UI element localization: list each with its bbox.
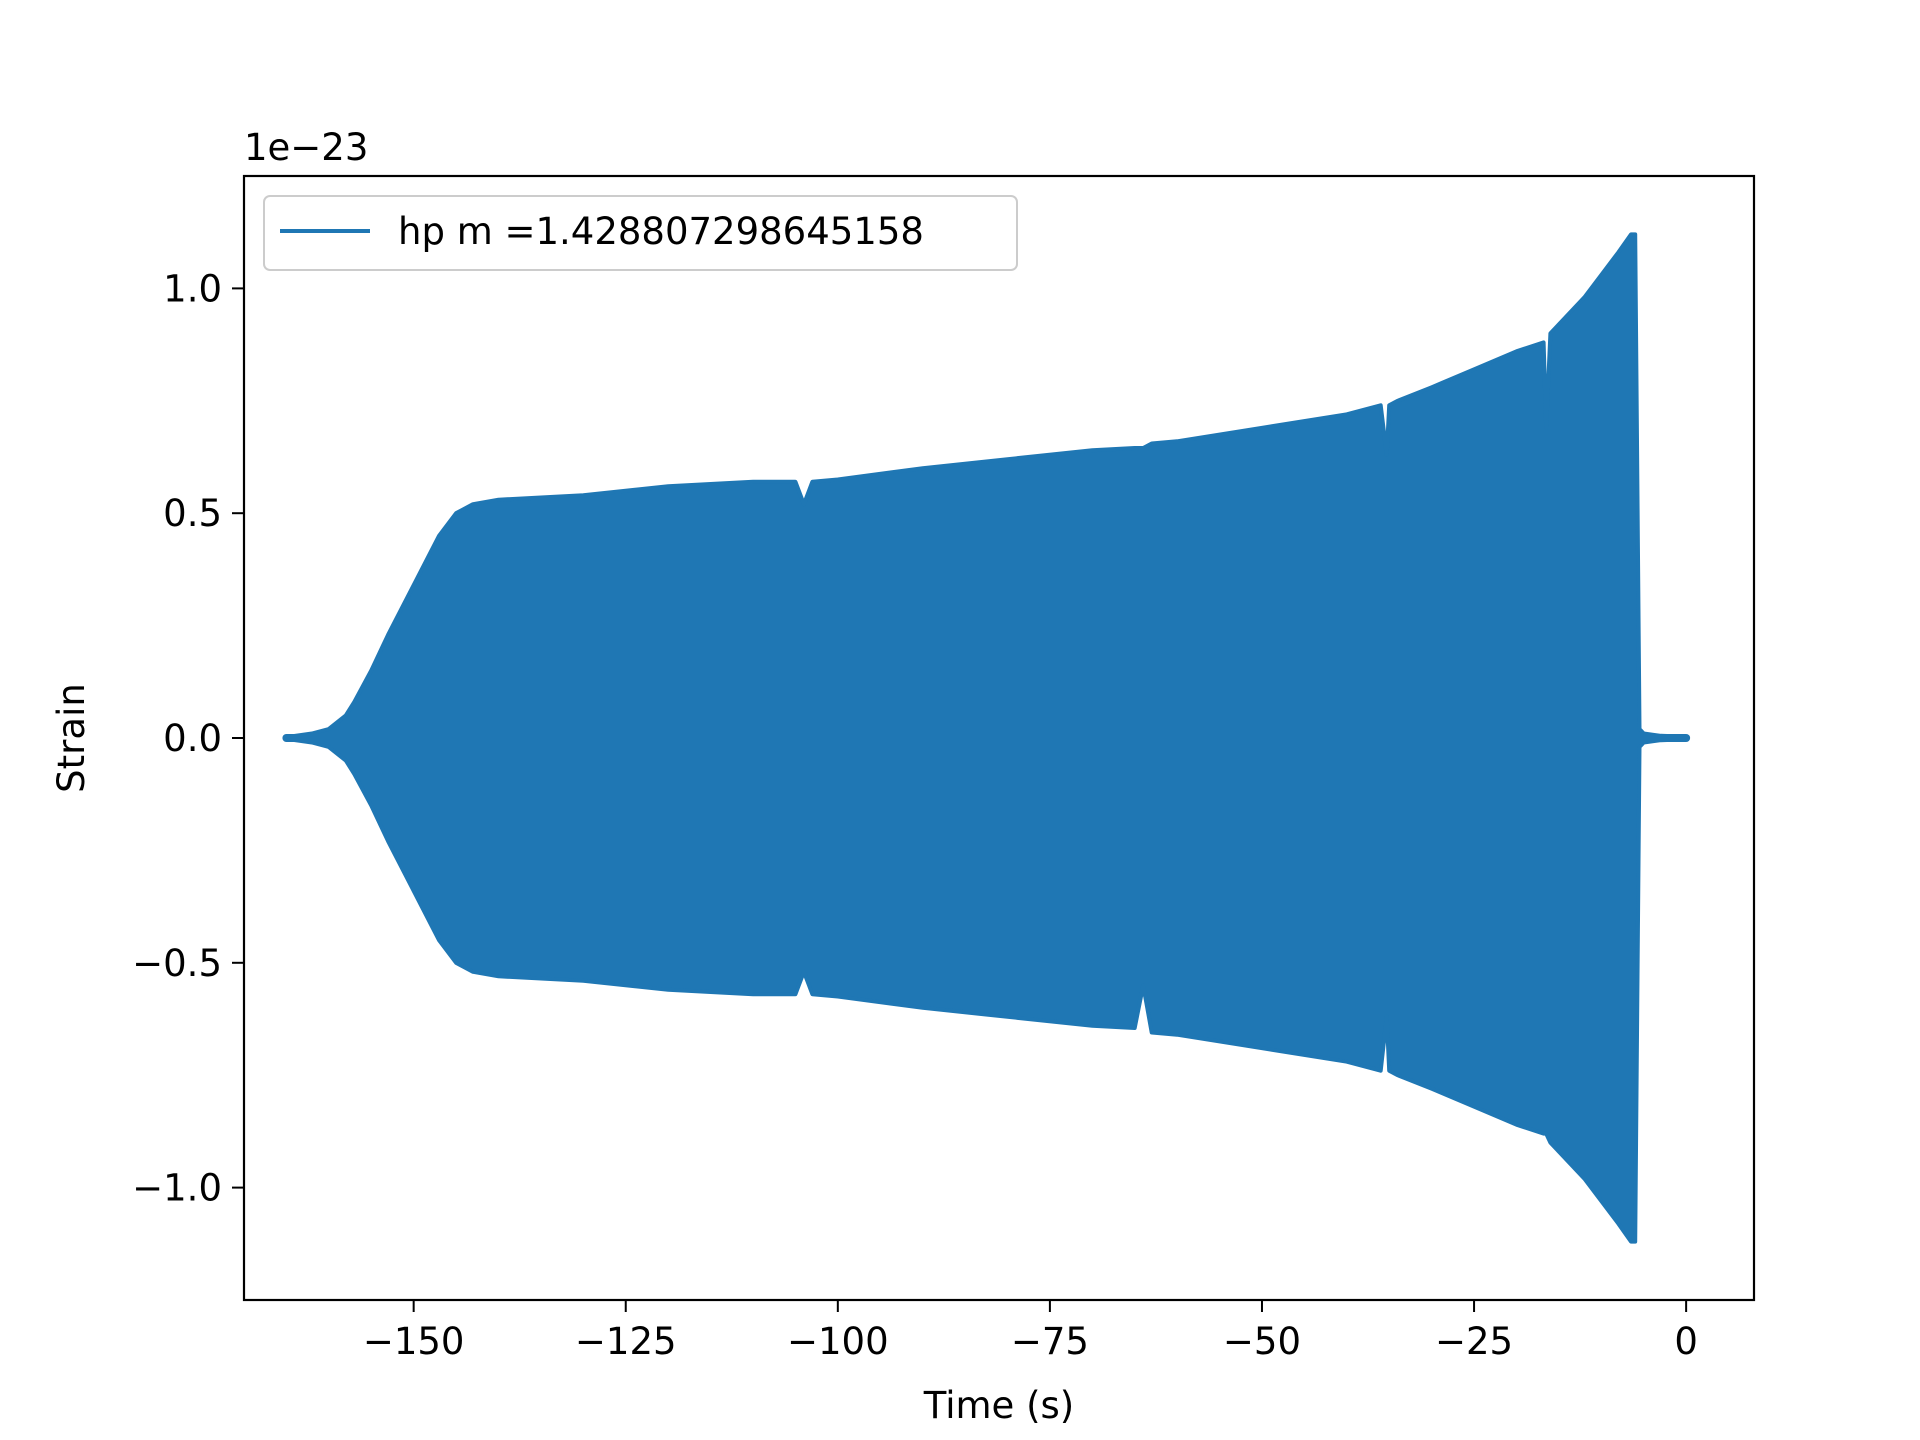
legend-box [263, 195, 1018, 271]
y-axis-ticks: −1.0 −0.5 0.0 0.5 1.0 [132, 267, 244, 1210]
x-tick-label: −125 [575, 1320, 677, 1363]
x-axis-ticks: −150 −125 −100 −75 −50 −25 0 [363, 1300, 1698, 1363]
y-tick-label: 1.0 [163, 267, 222, 310]
x-tick-label: −50 [1223, 1320, 1301, 1363]
legend: hp m =1.428807298645158 [263, 195, 1018, 271]
y-tick-label: −0.5 [132, 942, 222, 985]
x-tick-label: −150 [363, 1320, 465, 1363]
y-axis-label: Strain [50, 683, 93, 793]
x-tick-label: −100 [787, 1320, 889, 1363]
x-axis-label: Time (s) [923, 1384, 1074, 1427]
legend-entry-label: hp m =1.428807298645158 [398, 210, 924, 253]
x-tick-label: −75 [1011, 1320, 1089, 1363]
y-tick-label: 0.5 [163, 492, 222, 535]
x-tick-label: −25 [1435, 1320, 1513, 1363]
y-offset-label: 1e−23 [244, 126, 368, 169]
series-layer [282, 232, 1691, 1244]
y-tick-label: 0.0 [163, 717, 222, 760]
x-tick-label: 0 [1674, 1320, 1698, 1363]
y-tick-label: −1.0 [132, 1167, 222, 1210]
